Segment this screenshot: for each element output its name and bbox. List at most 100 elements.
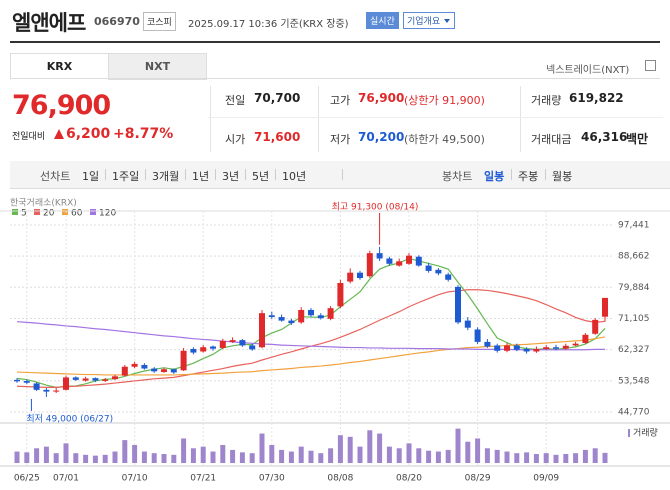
volume-bar [543,453,549,463]
candle-chart-label[interactable]: 봉차트 [442,170,473,183]
volume-bar [279,449,285,463]
x-tick-label: 09/09 [533,474,559,484]
volume-bar [132,445,138,463]
volume-bar [220,445,226,463]
company-info-button[interactable]: 기업개요 [403,12,456,29]
stat-value: 70,200 [358,130,405,144]
nxt-link[interactable]: 넥스트레이드(NXT) [546,65,630,76]
moving-average-line [16,289,606,388]
chart-toolbar: 선차트 1일 1주일 3개월 1년 3년 5년 10년 봉차트 일봉 주봉 월봉 [10,161,670,189]
volume-bar [181,438,187,463]
tab[interactable]: NXT [108,53,207,80]
up-icon [54,129,64,139]
line-chart-label[interactable]: 선차트 [40,170,71,183]
candle-body [53,390,60,392]
candle-body [278,317,285,321]
candle-body [396,261,403,266]
candle-body [494,345,501,351]
change-label: 전일대비 [12,132,46,142]
company-name: 엘앤에프 [12,11,86,35]
y-tick-label: 97,441 [618,220,650,230]
period-button[interactable]: 1년 [192,170,210,183]
volume-bar [122,440,128,463]
volume-bar [83,454,89,463]
stat-value: 76,900 [358,91,405,105]
candle-body [523,349,530,352]
stat-label: 저가 [330,133,351,146]
volume-bar [465,441,471,463]
stat-note: (상한가 91,900) [404,94,485,107]
period-button[interactable]: 5년 [252,170,270,183]
candle-body [445,274,452,280]
candle-period-button[interactable]: 월봉 [552,170,573,183]
candle-period-button[interactable]: 일봉 [484,170,505,183]
candle-body [268,315,275,318]
volume-bar [602,452,608,463]
candle-body [170,369,177,373]
x-tick-label: 07/01 [53,474,79,484]
moving-average-line [16,257,606,388]
timestamp: 2025.09.17 10:36 기준(KRX 장중) [188,19,349,30]
candle-body [562,345,569,349]
volume-bar [582,449,588,463]
x-tick-label: 08/08 [327,474,353,484]
volume-bar [14,451,20,463]
separator [145,169,146,180]
chart-title: 한국거래소(KRX) [10,198,77,209]
volume-bar [435,451,441,463]
volume-bar [24,452,30,463]
stat-value: 619,822 [569,91,624,105]
candle-body [347,272,354,282]
separator [215,169,216,180]
tab[interactable]: KRX [10,53,109,80]
volume-bar [494,449,500,463]
candle-body [553,347,559,349]
volume-bar [92,455,98,463]
moving-average-line [16,336,606,376]
volume-legend-swatch [628,429,630,437]
divider [520,86,521,152]
candle-body [33,383,40,390]
volume-bar [524,452,530,463]
legend-swatch [90,209,96,215]
volume-bar [386,446,392,463]
x-tick-label: 06/25 [14,474,40,484]
divider [10,78,660,79]
volume-bar [63,443,69,463]
candle-body [464,320,471,328]
volume-bar [259,433,265,463]
volume-bar [357,446,363,463]
candle-body [513,345,520,350]
period-button[interactable]: 3개월 [152,170,180,183]
period-button[interactable]: 10년 [282,170,307,183]
volume-bar [161,454,167,463]
x-tick-label: 08/20 [396,474,422,484]
candle-body [151,368,158,372]
realtime-button[interactable]: 실시간 [366,12,399,29]
candle-body [92,378,99,381]
candle-period-button[interactable]: 주봉 [518,170,539,183]
separator [245,169,246,180]
period-button[interactable]: 1일 [82,170,100,183]
divider [210,86,211,152]
nxt-icon[interactable] [645,60,656,71]
chart: 한국거래소(KRX)5 20 60 120 97,441 88,662 79,884 71,1… [0,198,670,484]
volume-bar [269,445,275,463]
stat-label: 고가 [330,94,351,107]
stat-label: 전일 [225,94,246,107]
volume-bar [190,448,196,463]
volume-bar [43,446,49,463]
candle-body [180,350,187,371]
candle-body [121,366,128,376]
volume-bar [445,449,451,463]
period-button[interactable]: 3년 [222,170,240,183]
period-button[interactable]: 1주일 [112,170,140,183]
candle-body [582,334,589,343]
volume-bar [396,448,402,463]
divider [10,41,660,43]
candle-body [82,378,89,381]
candle-body [112,376,118,380]
volume-bar [200,446,206,463]
volume-bar [484,448,490,463]
